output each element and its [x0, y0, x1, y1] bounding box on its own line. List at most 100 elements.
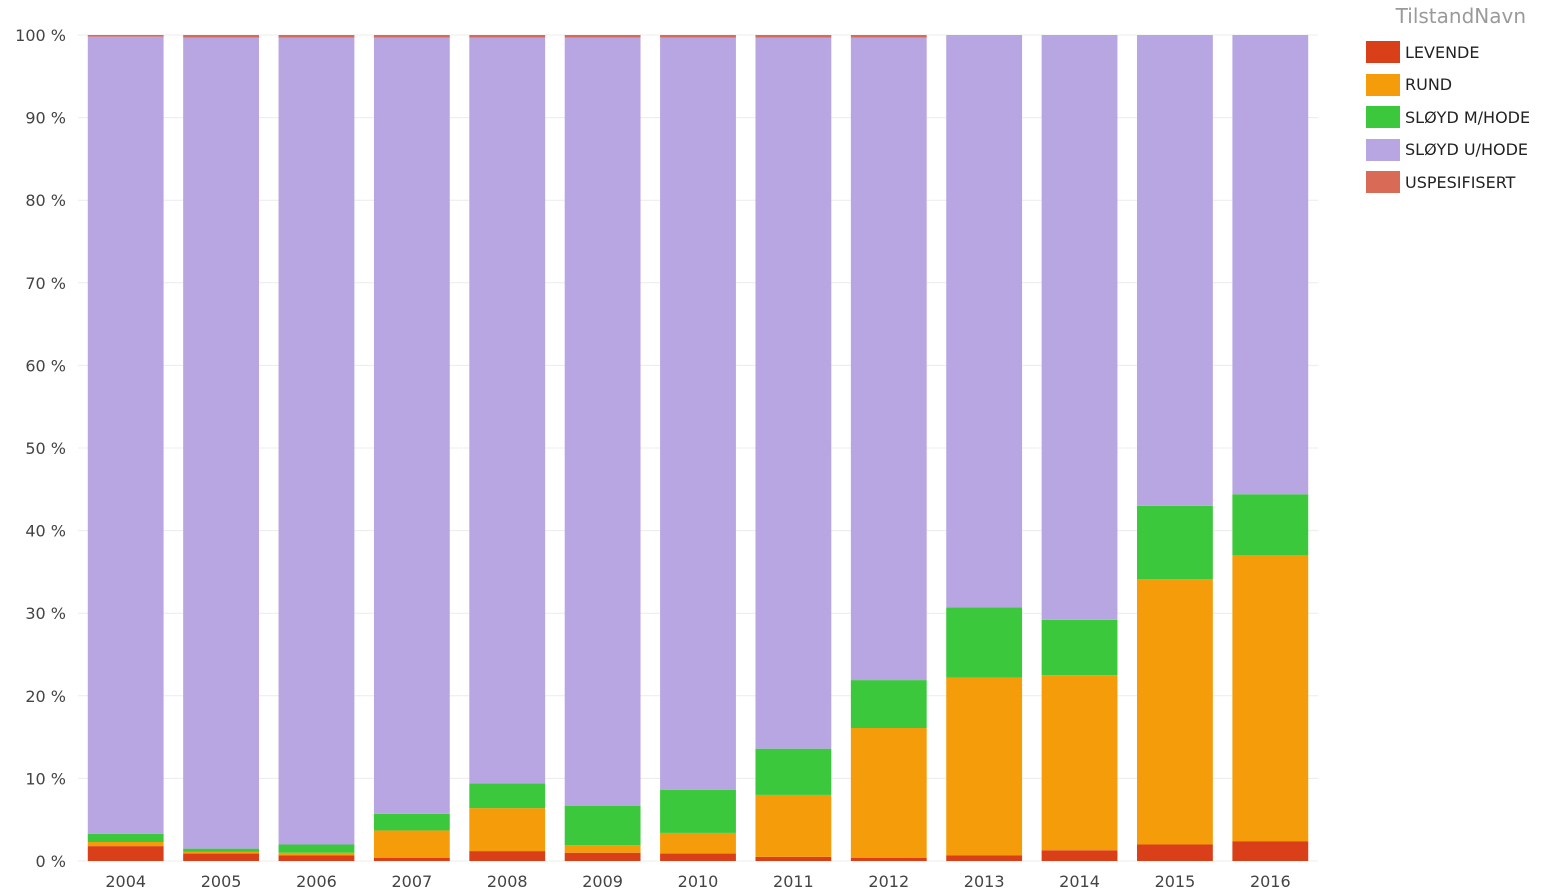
bar-segment	[469, 851, 546, 861]
legend-swatch	[1366, 106, 1400, 129]
x-tick-label: 2005	[201, 872, 242, 891]
bar-segment	[850, 857, 927, 861]
x-tick-label: 2015	[1155, 872, 1196, 891]
bar-segment	[278, 844, 355, 853]
bar-segment	[87, 842, 164, 847]
x-tick-label: 2009	[582, 872, 623, 891]
bar-segment	[278, 37, 355, 845]
y-tick-label: 50 %	[25, 439, 66, 458]
y-axis: 0 % 10 % 20 % 30 % 40 % 50 % 60 % 70 % 80 % 90 % 1…	[15, 26, 66, 871]
bar-segment	[183, 851, 259, 854]
bar-segment	[564, 35, 641, 38]
bar-segment	[1137, 579, 1213, 845]
bar-segment	[755, 37, 832, 749]
bar-segment	[373, 37, 450, 814]
bar-segment	[660, 853, 736, 861]
y-tick-label: 10 %	[25, 769, 66, 788]
bar-segment	[278, 855, 355, 861]
legend-label: RUND	[1405, 75, 1453, 95]
bar-segment	[1232, 35, 1309, 495]
y-tick-label: 0 %	[36, 852, 66, 871]
legend-label: SLØYD U/HODE	[1405, 140, 1528, 160]
x-tick-label: 2014	[1059, 872, 1100, 891]
bar-segment	[850, 35, 927, 38]
legend: TilstandNavn LEVENDE RUND SLØYD M/HODE SLØY…	[1366, 4, 1546, 199]
bar-segment	[755, 856, 832, 861]
x-tick-label: 2011	[773, 872, 814, 891]
bar-segment	[660, 37, 736, 790]
bar-segment	[564, 852, 641, 861]
bar-segment	[469, 808, 546, 852]
bar-segment	[183, 35, 259, 38]
y-tick-label: 30 %	[25, 604, 66, 623]
bar-segment	[1137, 505, 1213, 580]
legend-label: LEVENDE	[1405, 42, 1480, 62]
legend-item[interactable]: SLØYD M/HODE	[1366, 101, 1546, 134]
bar-segment	[755, 35, 832, 38]
bar-segment	[87, 846, 164, 861]
x-axis: 2004 2005 2006 2007 2008 2009 2010 2011 2012 2013…	[105, 872, 1290, 891]
bar-segment	[1232, 841, 1309, 861]
bar-segment	[1137, 844, 1213, 861]
bar-segment	[946, 607, 1023, 678]
legend-label: SLØYD M/HODE	[1405, 107, 1531, 127]
bar-segment	[469, 35, 546, 38]
bar-segment	[1041, 675, 1118, 851]
bar-segment	[660, 789, 736, 833]
bar-segment	[373, 35, 450, 38]
bar-segment	[850, 680, 927, 729]
bar-segment	[946, 677, 1023, 856]
legend-swatch	[1366, 138, 1400, 161]
y-tick-label: 20 %	[25, 687, 66, 706]
bar-segment	[278, 852, 355, 856]
y-tick-label: 40 %	[25, 522, 66, 541]
x-tick-label: 2004	[105, 872, 146, 891]
y-tick-label: 70 %	[25, 274, 66, 293]
bar-segment	[1041, 850, 1118, 861]
bar-segment	[1041, 35, 1118, 620]
bar-segment	[660, 832, 736, 854]
legend-label: USPESIFISERT	[1405, 172, 1516, 192]
bar-segment	[183, 37, 259, 849]
x-tick-label: 2006	[296, 872, 337, 891]
bar-segment	[1137, 35, 1213, 506]
bar-segment	[660, 35, 736, 38]
bars	[87, 35, 1309, 861]
bar-segment	[373, 830, 450, 858]
bar-segment	[564, 845, 641, 853]
y-tick-label: 60 %	[25, 356, 66, 375]
bar-segment	[564, 805, 641, 846]
bar-segment	[373, 813, 450, 831]
legend-item[interactable]: USPESIFISERT	[1366, 166, 1546, 199]
bar-segment	[87, 833, 164, 843]
bar-segment	[946, 855, 1023, 861]
bar-segment	[278, 35, 355, 38]
bar-segment	[1232, 494, 1309, 556]
legend-item[interactable]: RUND	[1366, 69, 1546, 102]
x-tick-label: 2010	[678, 872, 719, 891]
legend-item[interactable]: LEVENDE	[1366, 36, 1546, 69]
legend-swatch	[1366, 73, 1400, 96]
bar-segment	[1232, 555, 1309, 842]
x-tick-label: 2013	[964, 872, 1005, 891]
y-tick-label: 100 %	[15, 26, 66, 45]
x-tick-label: 2007	[391, 872, 432, 891]
bar-segment	[755, 748, 832, 795]
bar-segment	[755, 794, 832, 857]
bar-segment	[87, 35, 164, 37]
bar-segment	[183, 848, 259, 852]
bar-segment	[564, 37, 641, 806]
x-tick-label: 2012	[868, 872, 909, 891]
bar-segment	[87, 36, 164, 834]
bar-segment	[1041, 619, 1118, 676]
legend-swatch	[1366, 41, 1400, 64]
bar-segment	[373, 857, 450, 861]
bar-segment	[946, 35, 1023, 608]
y-tick-label: 80 %	[25, 191, 66, 210]
legend-item[interactable]: SLØYD U/HODE	[1366, 134, 1546, 167]
y-tick-label: 90 %	[25, 109, 66, 128]
bar-segment	[469, 783, 546, 809]
legend-swatch	[1366, 171, 1400, 194]
bar-segment	[469, 37, 546, 784]
